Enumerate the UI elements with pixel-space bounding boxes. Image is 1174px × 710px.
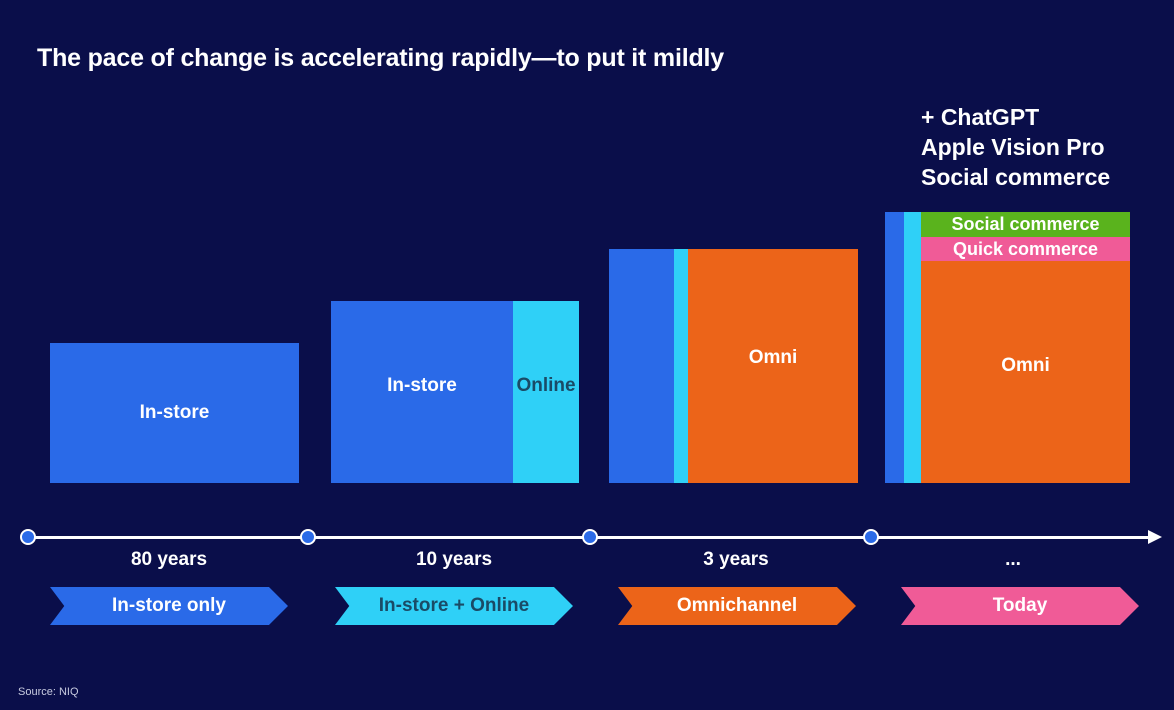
note-line: Social commerce — [921, 164, 1111, 190]
era-chevron-today: Today — [901, 587, 1139, 625]
timeline-dot — [863, 529, 879, 545]
era-duration: ... — [1005, 549, 1021, 570]
era-chevron-instore-only: In-store only — [50, 587, 288, 625]
block-instore-segment — [885, 212, 904, 483]
era-duration: 3 years — [703, 549, 769, 570]
block-online-segment — [904, 212, 921, 483]
block-online-segment — [674, 249, 688, 483]
era-chevron-instore-online: In-store + Online — [335, 587, 573, 625]
block-instore: In-store — [50, 343, 299, 483]
block-instore: In-store — [331, 301, 513, 483]
era-duration: 10 years — [415, 549, 493, 570]
block-instore-segment — [609, 249, 674, 483]
block-omni: Omni — [688, 249, 858, 483]
note-line: + ChatGPT — [921, 104, 1040, 130]
timeline-dot — [300, 529, 316, 545]
timeline-arrow-icon — [1148, 530, 1162, 544]
block-social-commerce: Social commerce — [921, 212, 1130, 237]
block-online: Online — [513, 301, 579, 483]
block-quick-commerce: Quick commerce — [921, 237, 1130, 261]
page-title: The pace of change is accelerating rapid… — [37, 44, 724, 72]
today-note: + ChatGPT Apple Vision Pro Social commer… — [921, 102, 1110, 192]
source-note: Source: NIQ — [18, 686, 79, 698]
timeline-dot — [582, 529, 598, 545]
timeline-dot — [20, 529, 36, 545]
era-chevron-omnichannel: Omnichannel — [618, 587, 856, 625]
era-duration: 80 years — [130, 549, 208, 570]
note-line: Apple Vision Pro — [921, 134, 1105, 160]
block-omni: Omni — [921, 261, 1130, 483]
